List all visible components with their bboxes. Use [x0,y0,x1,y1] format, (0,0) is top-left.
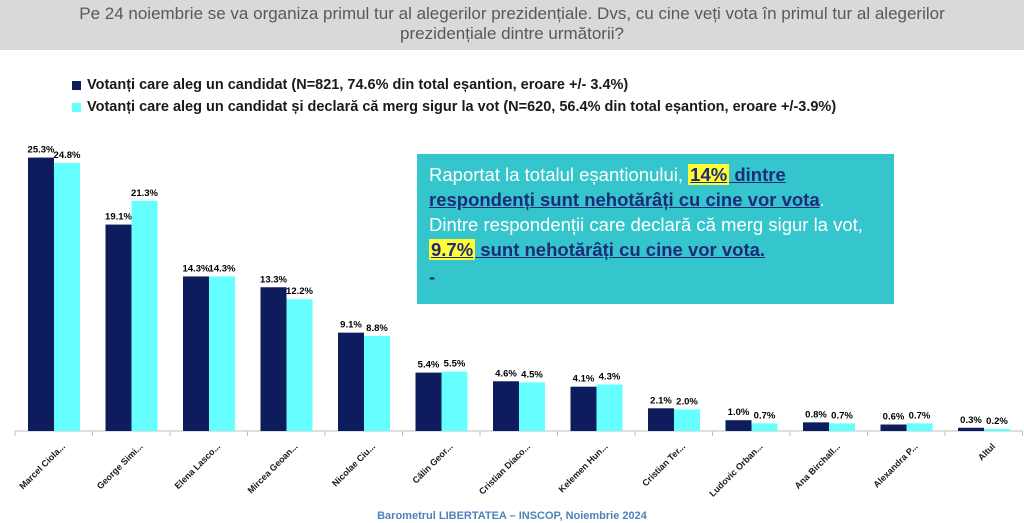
bar-series-2-6 [519,382,545,431]
data-label-series-1-8: 2.1% [650,395,672,406]
bar-series-1-10 [803,422,829,431]
bar-series-2-4 [364,335,390,431]
data-label-series-2-2: 14.3% [209,263,236,274]
data-label-series-2-12: 0.2% [986,416,1008,427]
data-label-series-2-5: 5.5% [444,359,466,370]
category-label-12: Altul [976,441,997,462]
category-label-11: Alexandra P... [871,441,919,489]
undecided-note-box: Raportat la totalul eșantionului, 14% di… [417,154,894,304]
bar-series-1-1 [105,224,132,431]
bar-series-1-8 [648,408,674,431]
data-label-series-2-0: 24.8% [54,150,81,161]
category-label-1: George Simi... [95,441,145,491]
note-text-1: Raportat la totalul eșantionului, [429,164,689,185]
category-label-5: Călin Geor... [410,441,454,485]
bar-series-1-6 [493,381,519,431]
data-label-series-2-4: 8.8% [366,323,388,334]
data-label-series-2-1: 21.3% [131,188,158,199]
note-underlined-1: dintre respondenți sunt nehotărâți cu ci… [429,164,820,210]
bar-series-2-8 [674,409,700,431]
bar-series-2-12 [984,428,1010,431]
data-label-series-2-7: 4.3% [599,372,621,383]
category-label-8: Cristian Ter... [640,441,687,488]
data-label-series-1-4: 9.1% [340,320,362,331]
data-label-series-1-6: 4.6% [495,368,517,379]
chart-title: Pe 24 noiembrie se va organiza primul tu… [0,0,1024,50]
data-label-series-1-2: 14.3% [183,263,210,274]
data-label-series-2-10: 0.7% [831,410,853,421]
bar-series-1-3 [260,287,287,431]
data-label-series-1-5: 5.4% [418,360,440,371]
bar-series-1-7 [570,386,597,431]
data-label-series-1-11: 0.6% [883,412,905,423]
bar-series-2-11 [906,423,933,431]
legend-swatch-series-1 [72,80,81,90]
category-label-6: Cristian Diaco... [477,441,532,496]
category-label-4: Nicolae Ciu... [330,441,377,488]
data-label-series-1-9: 1.0% [728,407,750,418]
legend-item-series-1: Votanți care aleg un candidat (N=821, 74… [72,74,836,96]
category-label-7: Kelemen Hun... [557,441,610,494]
bar-series-2-10 [829,423,855,431]
note-dash: - [429,266,436,287]
category-label-10: Ana Birchall... [793,441,843,491]
note-end-1: . [819,189,825,210]
legend-swatch-series-2 [72,102,81,112]
legend-label-series-1: Votanți care aleg un candidat (N=821, 74… [87,77,629,93]
bar-series-1-5 [415,372,442,431]
category-label-0: Marcel Ciola... [17,441,67,491]
data-label-series-1-0: 25.3% [28,145,55,156]
note-underlined-2: sunt nehotărâți cu cine vor vota. [475,239,766,260]
source-footer: Barometrul LIBERTATEA – INSCOP, Noiembri… [377,510,647,522]
data-label-series-2-6: 4.5% [521,369,543,380]
category-label-2: Elena Lasco... [173,441,223,491]
bar-series-2-1 [131,200,158,431]
bar-series-2-0 [54,162,80,431]
data-label-series-2-9: 0.7% [754,410,776,421]
legend-item-series-2: Votanți care aleg un candidat și declară… [72,96,836,118]
bar-series-1-4 [338,332,364,431]
note-text-2: Dintre respondenții care declară că merg… [429,214,863,235]
data-label-series-1-12: 0.3% [960,415,982,426]
data-label-series-2-8: 2.0% [676,396,698,407]
data-label-series-1-7: 4.1% [573,374,595,385]
note-highlight-14: 14% [688,164,730,185]
bar-series-1-12 [958,427,984,431]
data-label-series-1-1: 19.1% [105,212,132,223]
bar-series-2-3 [286,299,313,431]
data-label-series-2-11: 0.7% [909,410,931,421]
question-line-1: Pe 24 noiembrie se va organiza primul tu… [79,4,945,23]
bar-series-1-11 [880,424,907,431]
category-label-9: Ludovic Orban... [707,441,764,498]
data-label-series-1-10: 0.8% [805,409,827,420]
legend-label-series-2: Votanți care aleg un candidat și declară… [87,99,837,115]
note-highlight-9-7: 9.7% [429,239,476,260]
question-line-2: prezidențiale dintre următorii? [400,24,624,43]
bar-series-2-2 [209,276,235,431]
data-label-series-2-3: 12.2% [286,286,313,297]
data-label-series-1-3: 13.3% [260,274,287,285]
bar-series-2-5 [441,371,468,431]
bar-series-1-9 [725,420,752,431]
bar-series-2-9 [751,423,778,431]
bar-series-1-0 [28,157,54,432]
bar-series-1-2 [183,276,209,431]
legend: Votanți care aleg un candidat (N=821, 74… [72,74,836,118]
bar-series-2-7 [596,384,623,431]
category-label-3: Mircea Geoan... [246,441,300,495]
